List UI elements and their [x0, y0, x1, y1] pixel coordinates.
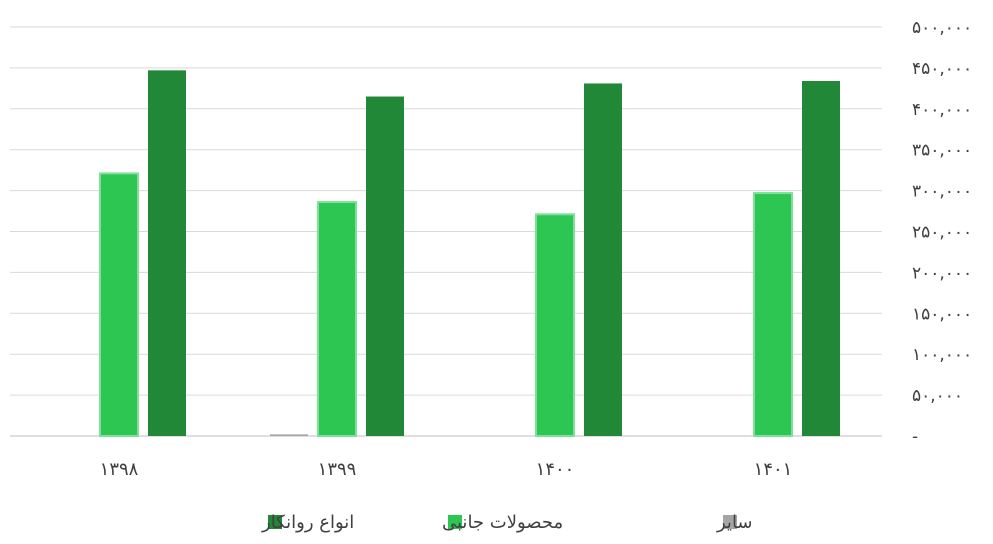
bar-3-1 — [148, 70, 186, 436]
y-tick-label: ۵۰۰,۰۰۰ — [912, 18, 972, 38]
legend-label-2: محصولات جانبی — [442, 512, 563, 533]
bar-2-2 — [317, 201, 357, 437]
legend-swatch-1 — [723, 515, 737, 529]
x-axis-category-labels: ۱۳۹۸ ۱۳۹۹ ۱۴۰۰ ۱۴۰۱ — [100, 459, 793, 480]
bar-1-2 — [270, 434, 308, 436]
y-tick-label: ۳۵۰,۰۰۰ — [912, 141, 972, 161]
legend-label-1: سایر — [716, 512, 753, 533]
legend-swatch-3 — [268, 515, 282, 529]
x-category-label: ۱۴۰۰ — [536, 459, 575, 480]
bar-3-4 — [802, 80, 840, 436]
gridlines — [10, 26, 882, 437]
y-tick-label: ۲۰۰,۰۰۰ — [912, 263, 972, 283]
y-tick-label: ۴۰۰,۰۰۰ — [912, 100, 972, 120]
bar-2-4 — [753, 192, 793, 437]
y-tick-label: ۱۰۰,۰۰۰ — [912, 345, 972, 365]
bar-2-3 — [535, 213, 575, 437]
bar-3-3 — [584, 83, 622, 436]
y-tick-label: ۳۰۰,۰۰۰ — [912, 182, 972, 202]
y-tick-label: ۴۵۰,۰۰۰ — [912, 59, 972, 79]
legend-label-3: انواع روانکار — [261, 512, 354, 533]
x-category-label: ۱۳۹۸ — [100, 459, 139, 480]
y-axis-tick-labels: - ۵۰,۰۰۰ ۱۰۰,۰۰۰ ۱۵۰,۰۰۰ ۲۰۰,۰۰۰ ۲۵۰,۰۰۰ ۳۰۰,۰… — [912, 18, 972, 447]
x-category-label: ۱۳۹۹ — [318, 459, 357, 480]
y-tick-label: ۵۰,۰۰۰ — [912, 386, 963, 406]
y-tick-label: ۱۵۰,۰۰۰ — [912, 304, 972, 324]
y-tick-label: - — [912, 427, 918, 447]
bar-2-1 — [99, 172, 139, 437]
y-tick-label: ۲۵۰,۰۰۰ — [912, 223, 972, 243]
bars — [99, 70, 840, 437]
x-category-label: ۱۴۰۱ — [754, 459, 793, 480]
bar-3-2 — [366, 96, 404, 436]
legend: سایر محصولات جانبی انواع روانکار — [261, 512, 753, 533]
legend-swatch-2 — [448, 515, 462, 529]
